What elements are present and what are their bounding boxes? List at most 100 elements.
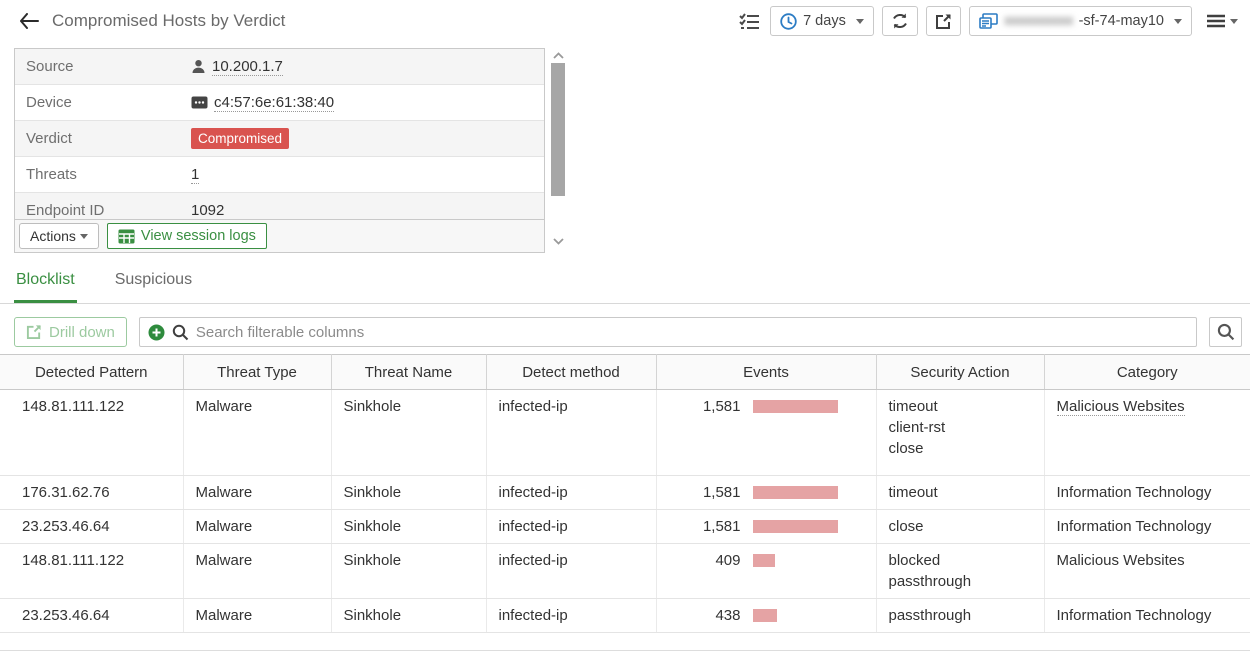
column-header[interactable]: Security Action [876,354,1045,390]
device-name-suffix: -sf-74-may10 [1078,13,1164,29]
detail-value-text[interactable]: c4:57:6e:61:38:40 [214,93,335,112]
header-toolbar: 7 days [737,6,1240,36]
security-action-value: close [888,518,924,535]
security-action-value: client-rst [888,419,946,436]
detail-row: Verdict Compromised [15,121,544,157]
table-row[interactable]: 23.253.46.64 Malware Sinkhole infected-ip 1,… [0,509,1250,544]
table-row[interactable]: 148.81.111.122 Malware Sinkhole infected-ip… [0,543,1250,599]
cell-security-action: timeout [876,475,1045,510]
table-body: 148.81.111.122 Malware Sinkhole infected-ip… [0,389,1250,633]
chart-list-button[interactable] [737,10,762,32]
detail-value: Compromised [191,128,290,149]
endpoint-icon [191,96,208,109]
cell-detect-method: infected-ip [486,509,657,544]
open-external-button[interactable] [925,6,961,36]
category-value: Information Technology [1056,484,1212,501]
drill-down-label: Drill down [49,323,115,341]
detail-value: 1092 [191,202,224,219]
table-row[interactable]: 23.253.46.64 Malware Sinkhole infected-ip 43… [0,598,1250,633]
detail-scrollbar[interactable] [548,48,566,248]
refresh-button[interactable] [881,6,918,36]
cell-detected-pattern: 23.253.46.64 [0,509,184,544]
events-count: 409 [715,552,741,569]
add-filter-icon[interactable] [148,324,165,341]
cell-detect-method: infected-ip [486,543,657,599]
user-icon [192,60,205,73]
open-external-icon [935,13,952,30]
detail-value-text[interactable]: 10.200.1.7 [212,57,283,76]
back-arrow-icon [19,13,39,29]
table-row[interactable]: 176.31.62.76 Malware Sinkhole infected-ip 1,… [0,475,1250,510]
view-session-logs-label: View session logs [140,228,256,244]
column-header[interactable]: Threat Name [331,354,487,390]
table-row[interactable]: 148.81.111.122 Malware Sinkhole infected-ip… [0,389,1250,476]
cell-category: Malicious Websites [1044,543,1250,599]
threats-table: Detected Pattern Threat Type Threat Name De… [0,354,1250,633]
cell-detect-method: infected-ip [486,389,657,476]
cell-detected-pattern: 148.81.111.122 [0,543,184,599]
security-action-value: blocked [888,552,941,569]
cell-threat-type: Malware [183,389,332,476]
events-bar [752,609,777,622]
time-range-dropdown[interactable]: 7 days [770,6,874,36]
detail-label: Endpoint ID [26,202,105,219]
page-footer: 5 [0,650,1250,656]
filter-search-box[interactable] [138,317,1197,347]
detail-value: c4:57:6e:61:38:40 [191,93,335,112]
search-submit-button[interactable] [1209,317,1242,347]
tab-bar: Blocklist Suspicious [0,265,1250,304]
cell-category: Information Technology [1044,509,1250,544]
filter-bar: Drill down [14,317,1242,347]
scroll-up-icon[interactable] [550,48,566,62]
drill-down-icon [26,324,42,340]
events-bar [752,554,775,567]
app-header: Compromised Hosts by Verdict 7 days [0,0,1250,42]
detail-row: Device c4:57:6e:61:38:40 [15,85,544,121]
cell-events: 409 [656,543,877,599]
security-action-value: passthrough [888,573,972,590]
search-input[interactable] [195,323,1188,341]
tab-blocklist[interactable]: Blocklist [14,265,77,303]
back-button[interactable] [16,8,42,34]
hamburger-menu-icon [1206,14,1226,28]
events-count: 1,581 [702,398,741,415]
column-header[interactable]: Events [656,354,877,390]
verdict-badge: Compromised [191,128,290,149]
session-logs-table-icon [118,229,135,244]
actions-dropdown-button[interactable]: Actions [19,223,99,249]
device-stack-icon [979,12,998,30]
detail-value-text[interactable]: 1 [191,165,200,184]
detail-label: Source [26,58,74,75]
menu-dropdown-button[interactable] [1204,12,1240,30]
drill-down-button[interactable]: Drill down [14,317,127,347]
events-bar [752,400,838,413]
device-selector-dropdown[interactable]: xxxxxxxxxxx -sf-74-may10 [968,6,1192,36]
events-bar [752,520,838,533]
caret-down-icon [855,18,864,24]
category-value: Information Technology [1056,518,1212,535]
category-value: Information Technology [1056,607,1212,624]
checklist-icon [739,12,760,30]
cell-security-action: blocked passthrough [876,543,1045,599]
clock-icon [780,12,797,30]
host-detail-panel: Source 10.200.1.7 Device c4:57:6e:61:38:40 V… [14,48,545,253]
cell-threat-type: Malware [183,475,332,510]
column-header[interactable]: Detect method [486,354,657,390]
detail-value: 10.200.1.7 [191,58,283,76]
events-bar [752,486,838,499]
column-header[interactable]: Detected Pattern [0,354,184,390]
device-name-redacted: xxxxxxxxxxx [1003,13,1074,29]
view-session-logs-button[interactable]: View session logs [106,223,267,249]
security-action-value: close [888,440,924,457]
events-count: 1,581 [702,518,741,535]
tab-suspicious[interactable]: Suspicious [114,271,193,288]
cell-events: 1,581 [656,509,877,544]
security-action-value: passthrough [888,607,972,624]
scrollbar-thumb[interactable] [551,63,565,196]
cell-events: 438 [656,598,877,633]
refresh-icon [891,12,909,30]
scroll-down-icon[interactable] [550,234,566,248]
category-value[interactable]: Malicious Websites [1056,398,1185,416]
column-header[interactable]: Category [1044,354,1250,390]
column-header[interactable]: Threat Type [183,354,332,390]
